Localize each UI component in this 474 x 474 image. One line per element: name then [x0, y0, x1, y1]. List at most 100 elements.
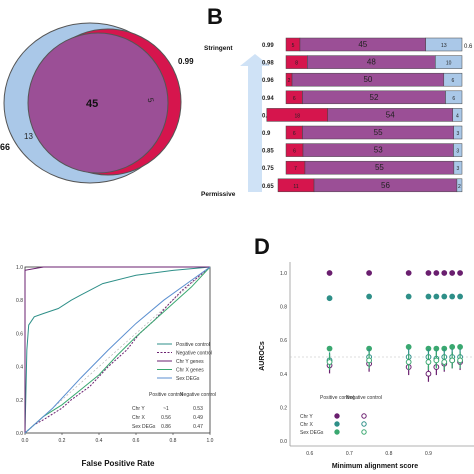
roc-series-line	[24, 266, 211, 434]
d-point	[433, 293, 440, 300]
bar-value-label: 53	[374, 146, 383, 155]
d-point	[366, 293, 373, 300]
roc-legend-label: Chr Y genes	[176, 359, 204, 365]
bar-value-label: 13	[441, 43, 447, 49]
roc-table-cell: 0.86	[161, 424, 171, 430]
permissive-label: Permissive	[201, 191, 236, 198]
bar-category-label: 0.85	[262, 149, 274, 155]
d-point	[457, 357, 463, 364]
bar-value-label: 6	[293, 131, 296, 137]
d-point	[405, 293, 412, 300]
d-legend-row-label: Chr X	[300, 422, 313, 428]
roc-chart: 0.00.0 0.2 0.2 0.4 0.4 0.6 0.6 0.8 0.8 1.0 1.0 Pos…	[16, 265, 216, 468]
bar-value-label: 56	[381, 181, 390, 190]
roc-series-line	[24, 266, 211, 434]
d-point	[326, 359, 333, 365]
roc-legend-label: Negative control	[176, 351, 212, 357]
d-point	[433, 345, 440, 352]
roc-ytick: 0.8	[16, 298, 23, 304]
panel-letter-d: D	[254, 234, 270, 259]
bar-value-label: 3	[456, 149, 459, 155]
bar-value-label: 6	[452, 78, 455, 84]
d-point	[449, 344, 456, 350]
d-point	[425, 293, 432, 300]
d-point	[405, 270, 412, 276]
d-ytick: 0.0	[280, 439, 287, 445]
d-point	[457, 344, 463, 350]
d-point	[366, 270, 373, 276]
roc-ytick: 0.4	[16, 365, 23, 371]
bar-segment	[435, 55, 463, 69]
bar-category-label: 0.9	[262, 131, 271, 137]
bar-value-label: 3	[456, 131, 459, 137]
bar-category-label: 0.99	[262, 43, 274, 49]
d-legend-row-label: Sex DEGs	[300, 430, 324, 436]
d-point	[441, 359, 448, 365]
d-point	[441, 270, 448, 276]
venn-diagram: 45 13 5 66 0.99	[0, 22, 194, 184]
d-point	[457, 293, 463, 300]
d-xtick: 0.9	[425, 451, 432, 457]
d-ytick: 1.0	[280, 271, 287, 277]
roc-ytick: 1.0	[16, 265, 23, 271]
roc-table-row-label: Sex DEGs	[132, 424, 156, 430]
bar-category-label: 0.94	[262, 96, 274, 102]
bar-category-label: 0.96	[262, 78, 274, 84]
d-point	[405, 344, 412, 350]
bar-value-label: 55	[374, 128, 383, 137]
extra-right-label: 0.6	[464, 44, 473, 50]
panel-letter-b: B	[207, 4, 223, 29]
bar-value-label: 6	[293, 96, 296, 102]
bar-value-label: 54	[386, 110, 395, 119]
d-ylabel: AUROCs	[259, 341, 266, 371]
d-xtick: 0.6	[306, 451, 313, 457]
roc-series-line	[24, 266, 211, 434]
bar-segment	[445, 90, 463, 105]
roc-xtick: 0.0	[22, 438, 29, 444]
venn-outside-count: 66	[0, 142, 10, 152]
roc-table-cell: 0.49	[193, 415, 203, 421]
roc-series-line	[24, 266, 211, 434]
d-legend-open	[361, 421, 367, 427]
bar-segment	[453, 160, 463, 175]
bar-value-label: 5	[292, 43, 295, 49]
auroc-dotplot: 0.0 0.2 0.4 0.6 0.8 1.0 0.6 0.7 0.8 0.9 Positive …	[259, 262, 474, 470]
bar-value-label: 2	[288, 78, 291, 84]
d-point	[425, 359, 432, 365]
roc-xtick: 0.4	[96, 438, 103, 444]
roc-xtick: 0.6	[133, 438, 140, 444]
roc-ytick: 0.0	[16, 431, 23, 437]
bar-segment	[456, 178, 463, 193]
roc-table-header: Positive control	[149, 392, 183, 398]
bar-segment	[443, 72, 463, 87]
stacked-bar-chart: Stringent Permissive 0.99 5 45 130.98 8 48 100…	[201, 37, 473, 198]
bar-value-label: 8	[295, 61, 298, 67]
bar-category-label: 0.75	[262, 166, 274, 172]
venn-blue-only-count: 13	[24, 132, 33, 141]
bar-value-label: 18	[294, 113, 300, 119]
roc-table-cell: ~1	[163, 406, 169, 412]
d-point	[433, 270, 440, 276]
d-point	[405, 359, 412, 365]
venn-intersection-count: 45	[86, 98, 98, 110]
stringency-arrow	[240, 54, 270, 192]
d-point	[433, 357, 440, 364]
bar-value-label: 3	[457, 166, 460, 172]
roc-table-row-label: Chr Y	[132, 406, 145, 412]
bar-category-label: 0.98	[262, 61, 274, 67]
d-point	[449, 357, 456, 364]
d-legend-filled	[334, 429, 340, 435]
d-legend-row-label: Chr Y	[300, 414, 313, 420]
roc-ytick: 0.6	[16, 331, 23, 337]
roc-table-cell: 0.53	[193, 406, 203, 412]
bar-value-label: 11	[293, 184, 298, 190]
bar-segment	[425, 37, 463, 52]
d-legend-header: Positive control	[320, 395, 354, 401]
bar-value-label: 52	[370, 93, 379, 102]
d-xlabel: Minimum alignment score	[332, 463, 418, 470]
d-point	[441, 293, 448, 300]
roc-legend-label: Chr X genes	[176, 368, 204, 374]
bar-value-label: 45	[358, 40, 367, 49]
d-xtick: 0.8	[385, 451, 392, 457]
roc-table-header: Negative control	[180, 392, 216, 398]
